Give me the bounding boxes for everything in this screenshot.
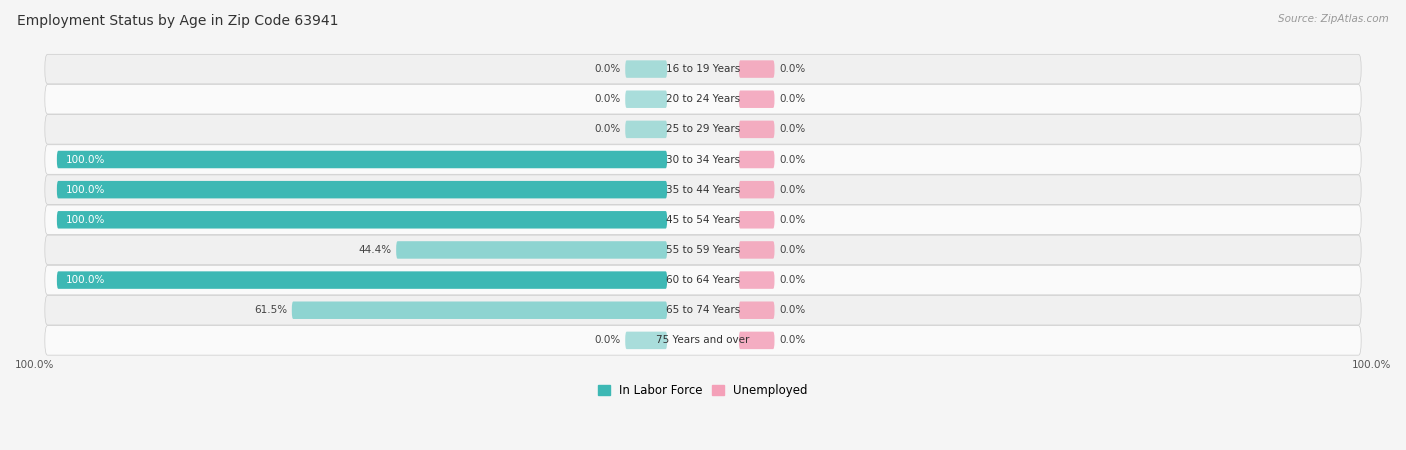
- Text: 0.0%: 0.0%: [779, 335, 806, 346]
- FancyBboxPatch shape: [626, 121, 666, 138]
- Text: 0.0%: 0.0%: [779, 154, 806, 165]
- Text: 75 Years and over: 75 Years and over: [657, 335, 749, 346]
- FancyBboxPatch shape: [626, 332, 666, 349]
- Text: 0.0%: 0.0%: [595, 335, 620, 346]
- Text: 25 to 29 Years: 25 to 29 Years: [666, 124, 740, 135]
- Text: 100.0%: 100.0%: [66, 184, 105, 195]
- Text: 0.0%: 0.0%: [779, 305, 806, 315]
- Text: 0.0%: 0.0%: [779, 184, 806, 195]
- FancyBboxPatch shape: [396, 241, 666, 259]
- Text: 0.0%: 0.0%: [595, 64, 620, 74]
- Text: 0.0%: 0.0%: [779, 275, 806, 285]
- Text: 30 to 34 Years: 30 to 34 Years: [666, 154, 740, 165]
- FancyBboxPatch shape: [740, 241, 775, 259]
- Text: Employment Status by Age in Zip Code 63941: Employment Status by Age in Zip Code 639…: [17, 14, 339, 27]
- FancyBboxPatch shape: [740, 151, 775, 168]
- Text: 45 to 54 Years: 45 to 54 Years: [666, 215, 740, 225]
- Text: 0.0%: 0.0%: [779, 245, 806, 255]
- FancyBboxPatch shape: [740, 332, 775, 349]
- Text: 0.0%: 0.0%: [779, 124, 806, 135]
- Text: 0.0%: 0.0%: [779, 94, 806, 104]
- Text: 55 to 59 Years: 55 to 59 Years: [666, 245, 740, 255]
- Text: 0.0%: 0.0%: [779, 215, 806, 225]
- Text: Source: ZipAtlas.com: Source: ZipAtlas.com: [1278, 14, 1389, 23]
- FancyBboxPatch shape: [45, 145, 1361, 174]
- FancyBboxPatch shape: [740, 181, 775, 198]
- FancyBboxPatch shape: [626, 90, 666, 108]
- FancyBboxPatch shape: [45, 266, 1361, 295]
- FancyBboxPatch shape: [56, 211, 666, 229]
- FancyBboxPatch shape: [45, 326, 1361, 355]
- FancyBboxPatch shape: [740, 90, 775, 108]
- FancyBboxPatch shape: [45, 296, 1361, 325]
- FancyBboxPatch shape: [45, 175, 1361, 204]
- Text: 100.0%: 100.0%: [15, 360, 55, 370]
- FancyBboxPatch shape: [56, 271, 666, 289]
- FancyBboxPatch shape: [740, 211, 775, 229]
- FancyBboxPatch shape: [626, 60, 666, 78]
- Text: 0.0%: 0.0%: [595, 124, 620, 135]
- Legend: In Labor Force, Unemployed: In Labor Force, Unemployed: [593, 379, 813, 402]
- FancyBboxPatch shape: [292, 302, 666, 319]
- FancyBboxPatch shape: [740, 302, 775, 319]
- FancyBboxPatch shape: [45, 54, 1361, 84]
- FancyBboxPatch shape: [45, 205, 1361, 234]
- FancyBboxPatch shape: [740, 121, 775, 138]
- FancyBboxPatch shape: [45, 115, 1361, 144]
- Text: 0.0%: 0.0%: [595, 94, 620, 104]
- Text: 100.0%: 100.0%: [66, 154, 105, 165]
- Text: 100.0%: 100.0%: [1351, 360, 1391, 370]
- Text: 16 to 19 Years: 16 to 19 Years: [666, 64, 740, 74]
- Text: 44.4%: 44.4%: [359, 245, 391, 255]
- Text: 60 to 64 Years: 60 to 64 Years: [666, 275, 740, 285]
- FancyBboxPatch shape: [45, 85, 1361, 114]
- FancyBboxPatch shape: [740, 60, 775, 78]
- Text: 0.0%: 0.0%: [779, 64, 806, 74]
- Text: 35 to 44 Years: 35 to 44 Years: [666, 184, 740, 195]
- Text: 100.0%: 100.0%: [66, 275, 105, 285]
- FancyBboxPatch shape: [56, 151, 666, 168]
- FancyBboxPatch shape: [45, 235, 1361, 265]
- Text: 65 to 74 Years: 65 to 74 Years: [666, 305, 740, 315]
- Text: 100.0%: 100.0%: [66, 215, 105, 225]
- FancyBboxPatch shape: [56, 181, 666, 198]
- FancyBboxPatch shape: [740, 271, 775, 289]
- Text: 20 to 24 Years: 20 to 24 Years: [666, 94, 740, 104]
- Text: 61.5%: 61.5%: [254, 305, 287, 315]
